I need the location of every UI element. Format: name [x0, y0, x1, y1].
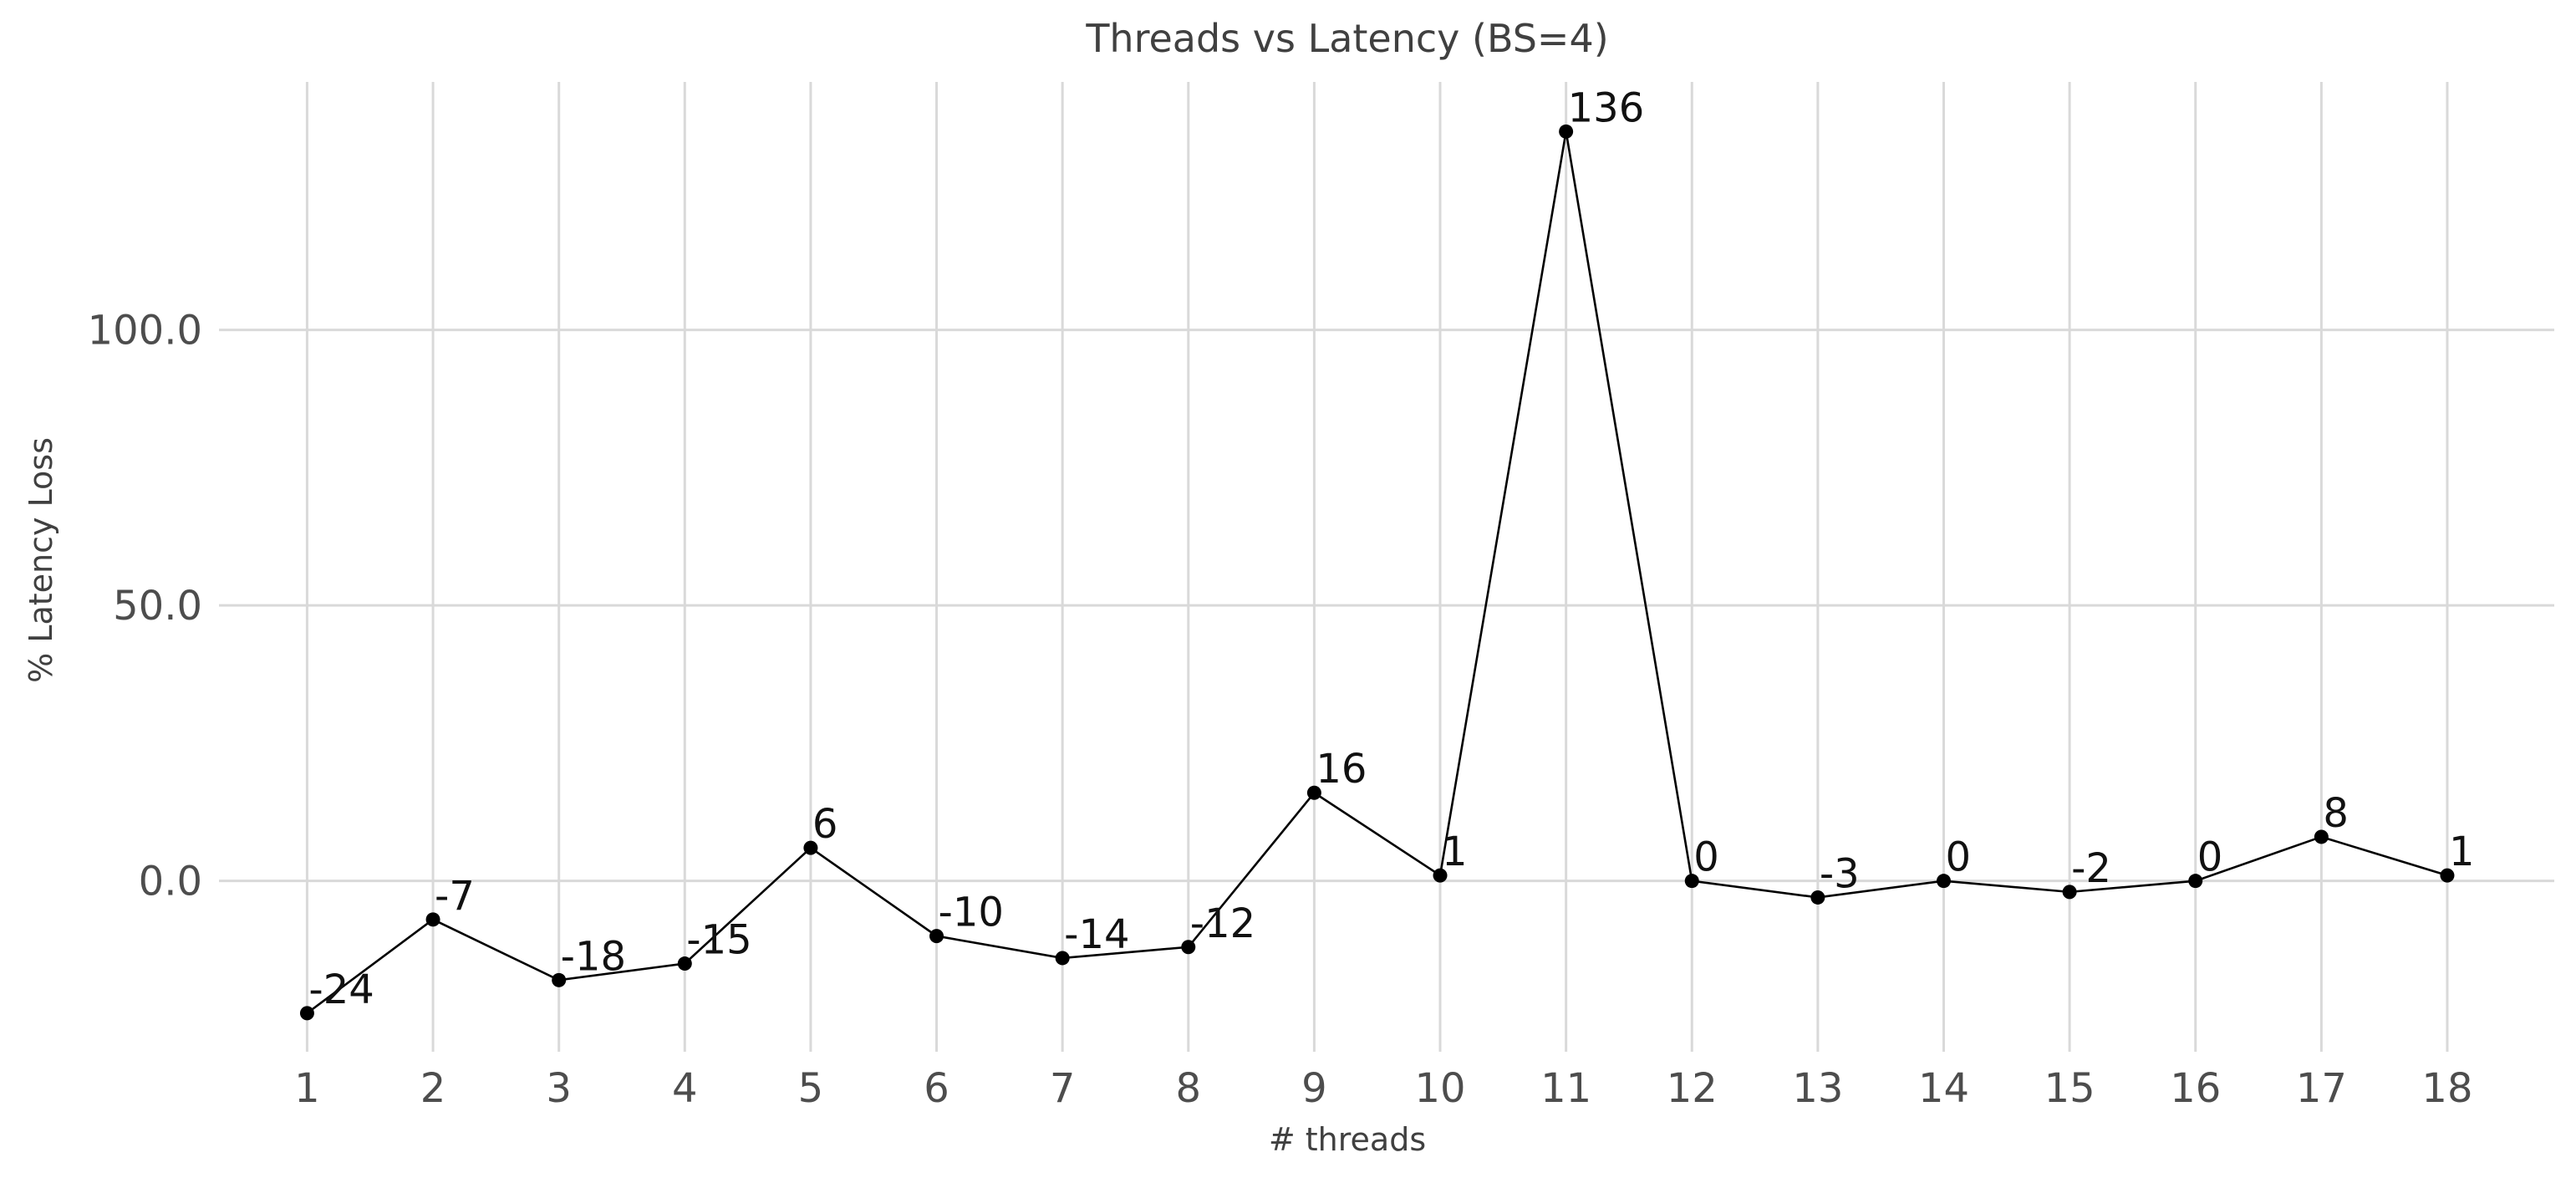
data-point: [1684, 874, 1699, 889]
y-tick-label: 100.0: [88, 308, 202, 354]
x-tick-label: 14: [1918, 1065, 1969, 1112]
data-point: [1306, 785, 1321, 800]
x-tick-label: 15: [2044, 1065, 2095, 1112]
data-label: 16: [1316, 746, 1367, 793]
x-tick-label: 8: [1176, 1065, 1202, 1112]
y-tick-label: 50.0: [113, 583, 202, 630]
data-point: [2314, 829, 2329, 844]
data-label: 8: [2323, 790, 2349, 837]
data-point: [1810, 890, 1825, 905]
x-tick-label: 13: [1792, 1065, 1843, 1112]
data-label: 0: [1693, 834, 1719, 881]
data-point: [1181, 940, 1196, 955]
data-point: [2188, 874, 2203, 889]
data-label: 136: [1568, 84, 1645, 131]
x-tick-label: 7: [1050, 1065, 1076, 1112]
x-tick-label: 9: [1301, 1065, 1327, 1112]
data-label: -18: [561, 933, 626, 980]
x-tick-label: 10: [1414, 1065, 1465, 1112]
data-label: 1: [2449, 829, 2475, 875]
x-tick-label: 3: [546, 1065, 572, 1112]
x-tick-label: 18: [2421, 1065, 2472, 1112]
data-label: 0: [1945, 834, 1971, 881]
x-tick-label: 5: [798, 1065, 824, 1112]
data-point: [2440, 868, 2455, 883]
data-point: [929, 929, 944, 944]
data-label: -14: [1064, 911, 1129, 958]
grid-layer: [219, 82, 2554, 1052]
x-axis-label: # threads: [1269, 1121, 1426, 1158]
data-label: -3: [1820, 850, 1860, 897]
data-point: [552, 972, 567, 987]
data-point: [425, 912, 440, 927]
x-tick-label: 12: [1667, 1065, 1718, 1112]
x-tick-label: 17: [2296, 1065, 2347, 1112]
data-point: [803, 840, 818, 855]
series-layer: [299, 124, 2455, 1021]
data-label: -2: [2071, 845, 2111, 892]
data-point: [1433, 868, 1448, 883]
data-label: -15: [686, 917, 751, 964]
series-line: [306, 131, 2448, 1014]
data-point: [2062, 885, 2077, 900]
data-point: [1055, 951, 1070, 966]
data-point: [1936, 874, 1951, 889]
data-point: [1559, 124, 1574, 139]
x-tick-label: 11: [1540, 1065, 1591, 1112]
data-point: [677, 956, 692, 971]
data-label: -10: [939, 890, 1004, 936]
x-tick-label: 2: [420, 1065, 446, 1112]
x-tick-label: 6: [924, 1065, 949, 1112]
label-layer: -24 -7 -18 -15 6 -10 -14 -12 16 1 136 0 -3 0 -2 0 8 1: [308, 84, 2474, 1013]
y-tick-label: 0.0: [139, 859, 202, 905]
x-tick-label: 1: [294, 1065, 320, 1112]
data-label: -12: [1190, 900, 1255, 947]
data-point: [299, 1006, 314, 1021]
data-label: 0: [2197, 834, 2223, 881]
data-label: 6: [812, 801, 838, 848]
data-label: -7: [435, 873, 475, 920]
chart-title: Threads vs Latency (BS=4): [1085, 16, 1608, 61]
data-label: 1: [1442, 829, 1468, 875]
data-label: -24: [308, 966, 374, 1013]
y-axis-label: % Latency Loss: [23, 437, 59, 683]
x-tick-label: 4: [672, 1065, 698, 1112]
x-tick-label: 16: [2170, 1065, 2221, 1112]
